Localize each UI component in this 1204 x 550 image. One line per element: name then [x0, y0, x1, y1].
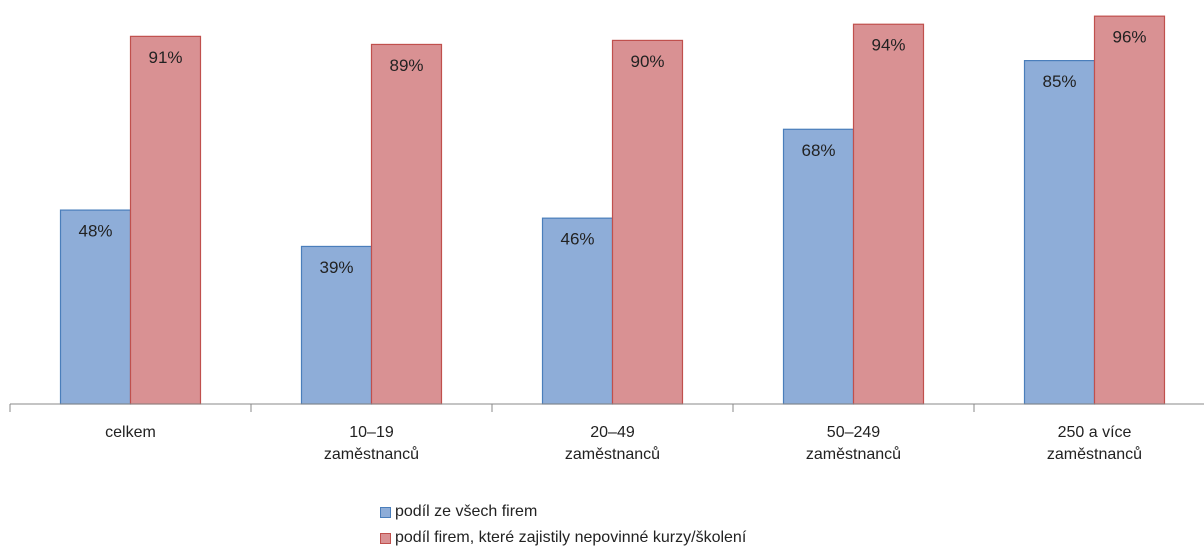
- bar: [129, 35, 202, 405]
- legend-swatch: [380, 532, 391, 544]
- data-label: 91%: [148, 48, 182, 67]
- bar: [1093, 15, 1166, 405]
- bar: [59, 209, 132, 405]
- bar: [370, 43, 443, 405]
- legend-label: podíl ze všech firem: [395, 503, 538, 520]
- bar: [782, 128, 855, 405]
- data-label: 39%: [319, 258, 353, 277]
- data-label: 46%: [560, 230, 594, 249]
- data-label: 96%: [1112, 28, 1146, 47]
- legend-label: podíl firem, které zajistily nepovinné k…: [395, 529, 747, 546]
- legend-item: podíl firem, které zajistily nepovinné k…: [380, 529, 746, 547]
- x-tick-label: 10–19 zaměstnanců: [323, 424, 420, 463]
- data-label: 90%: [630, 52, 664, 71]
- x-tick-label: 250 a více zaměstnanců: [1046, 424, 1143, 463]
- data-label: 85%: [1042, 72, 1076, 91]
- x-tick-label: 20–49 zaměstnanců: [564, 424, 661, 463]
- bar: [300, 245, 373, 405]
- x-tick-label: 50–249 zaměstnanců: [805, 424, 902, 463]
- data-label: 94%: [871, 36, 905, 55]
- legend-swatch: [380, 506, 391, 518]
- data-label: 89%: [389, 56, 423, 75]
- bar: [852, 23, 925, 405]
- data-label: 48%: [78, 222, 112, 241]
- bar: [611, 39, 684, 405]
- bar: [541, 217, 614, 405]
- data-label: 68%: [801, 141, 835, 160]
- x-tick-label: celkem: [105, 424, 156, 441]
- bar: [1023, 59, 1096, 405]
- legend-item: podíl ze všech firem: [380, 503, 537, 521]
